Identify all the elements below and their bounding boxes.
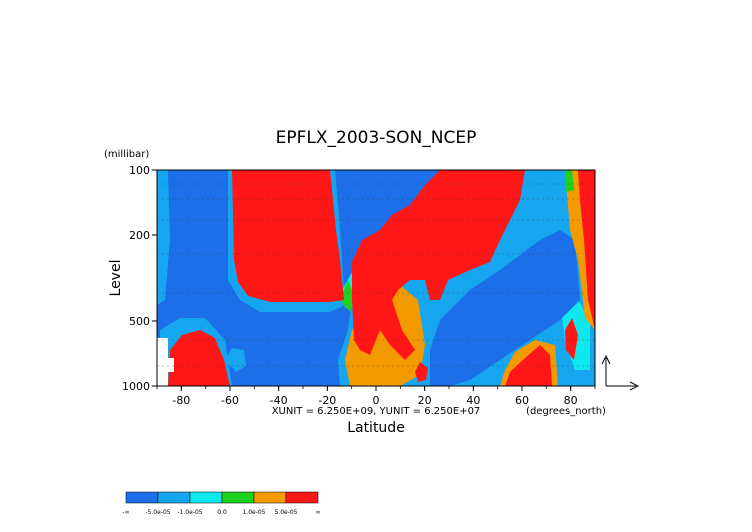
region-small-positive-2: [565, 170, 574, 192]
colorbar-swatch: [253, 491, 287, 504]
y-tick-label: 500: [129, 315, 150, 328]
grid-lines: [157, 183, 595, 367]
plot-area: [156, 169, 596, 387]
region-strong-negative-nh: [430, 230, 580, 386]
region-strong-positive-nh-spot: [565, 318, 578, 360]
x-axis-ticks: -80 -60 -40 -20 0 20 40 60 80: [156, 386, 596, 407]
colorbar-label: 5.0e-05: [274, 509, 297, 516]
y-tick-label: 1000: [122, 380, 150, 393]
region-strong-positive-tropics: [352, 170, 525, 360]
region-strong-positive-sh: [232, 170, 344, 302]
x-tick-label: -40: [270, 394, 288, 407]
missing-data-region: [157, 338, 174, 386]
colorbar-label: -1.0e-05: [177, 509, 202, 516]
colorbar-label: -5.0e-05: [145, 509, 170, 516]
region-weak-negative-spot1: [225, 348, 246, 372]
x-tick-label: 0: [373, 394, 380, 407]
x-units-label: (degrees_north): [526, 406, 606, 417]
region-strong-positive-nh-surface: [505, 345, 552, 386]
x-tick-label: -60: [221, 394, 239, 407]
colorbar-swatch: [189, 491, 223, 504]
x-tick-label: 40: [466, 394, 480, 407]
region-weak-negative-sh: [157, 170, 170, 305]
y-axis-label: Level: [108, 260, 124, 297]
colorbar-swatch: [285, 491, 319, 504]
x-tick-label: 60: [515, 394, 529, 407]
colorbar-label: 1.0e-05: [242, 509, 265, 516]
colorbar-swatch: [157, 491, 191, 504]
y-axis-ticks: 100 200 500 1000: [122, 164, 157, 393]
colorbar-swatch: [125, 491, 159, 504]
chart-title: EPFLX_2003-SON_NCEP: [276, 128, 477, 148]
colorbar: -∞ -5.0e-05 -1.0e-05 0.0 1.0e-05 5.0e-05 ∞: [122, 491, 321, 516]
x-tick-label: -20: [318, 394, 336, 407]
colorbar-label: -∞: [122, 509, 129, 516]
y-tick-label: 200: [129, 229, 150, 242]
y-units-label: (millibar): [104, 149, 149, 160]
colorbar-label: 0.0: [217, 509, 227, 516]
region-strong-positive-tropic-spot: [415, 362, 428, 382]
y-tick-label: 100: [129, 164, 150, 177]
region-strong-positive-nh-polar: [578, 170, 595, 330]
x-tick-label: 20: [418, 394, 432, 407]
region-small-positive-1: [340, 280, 354, 312]
region-strong-positive-sh-surface: [168, 330, 230, 386]
colorbar-swatch: [221, 491, 255, 504]
unit-note: XUNIT = 6.250E+09, YUNIT = 6.250E+07: [272, 406, 481, 417]
x-axis-label: Latitude: [347, 420, 405, 436]
x-tick-label: -80: [172, 394, 190, 407]
x-tick-label: 80: [564, 394, 578, 407]
colorbar-label: ∞: [316, 509, 321, 516]
vector-reference-arrows: [601, 354, 640, 391]
